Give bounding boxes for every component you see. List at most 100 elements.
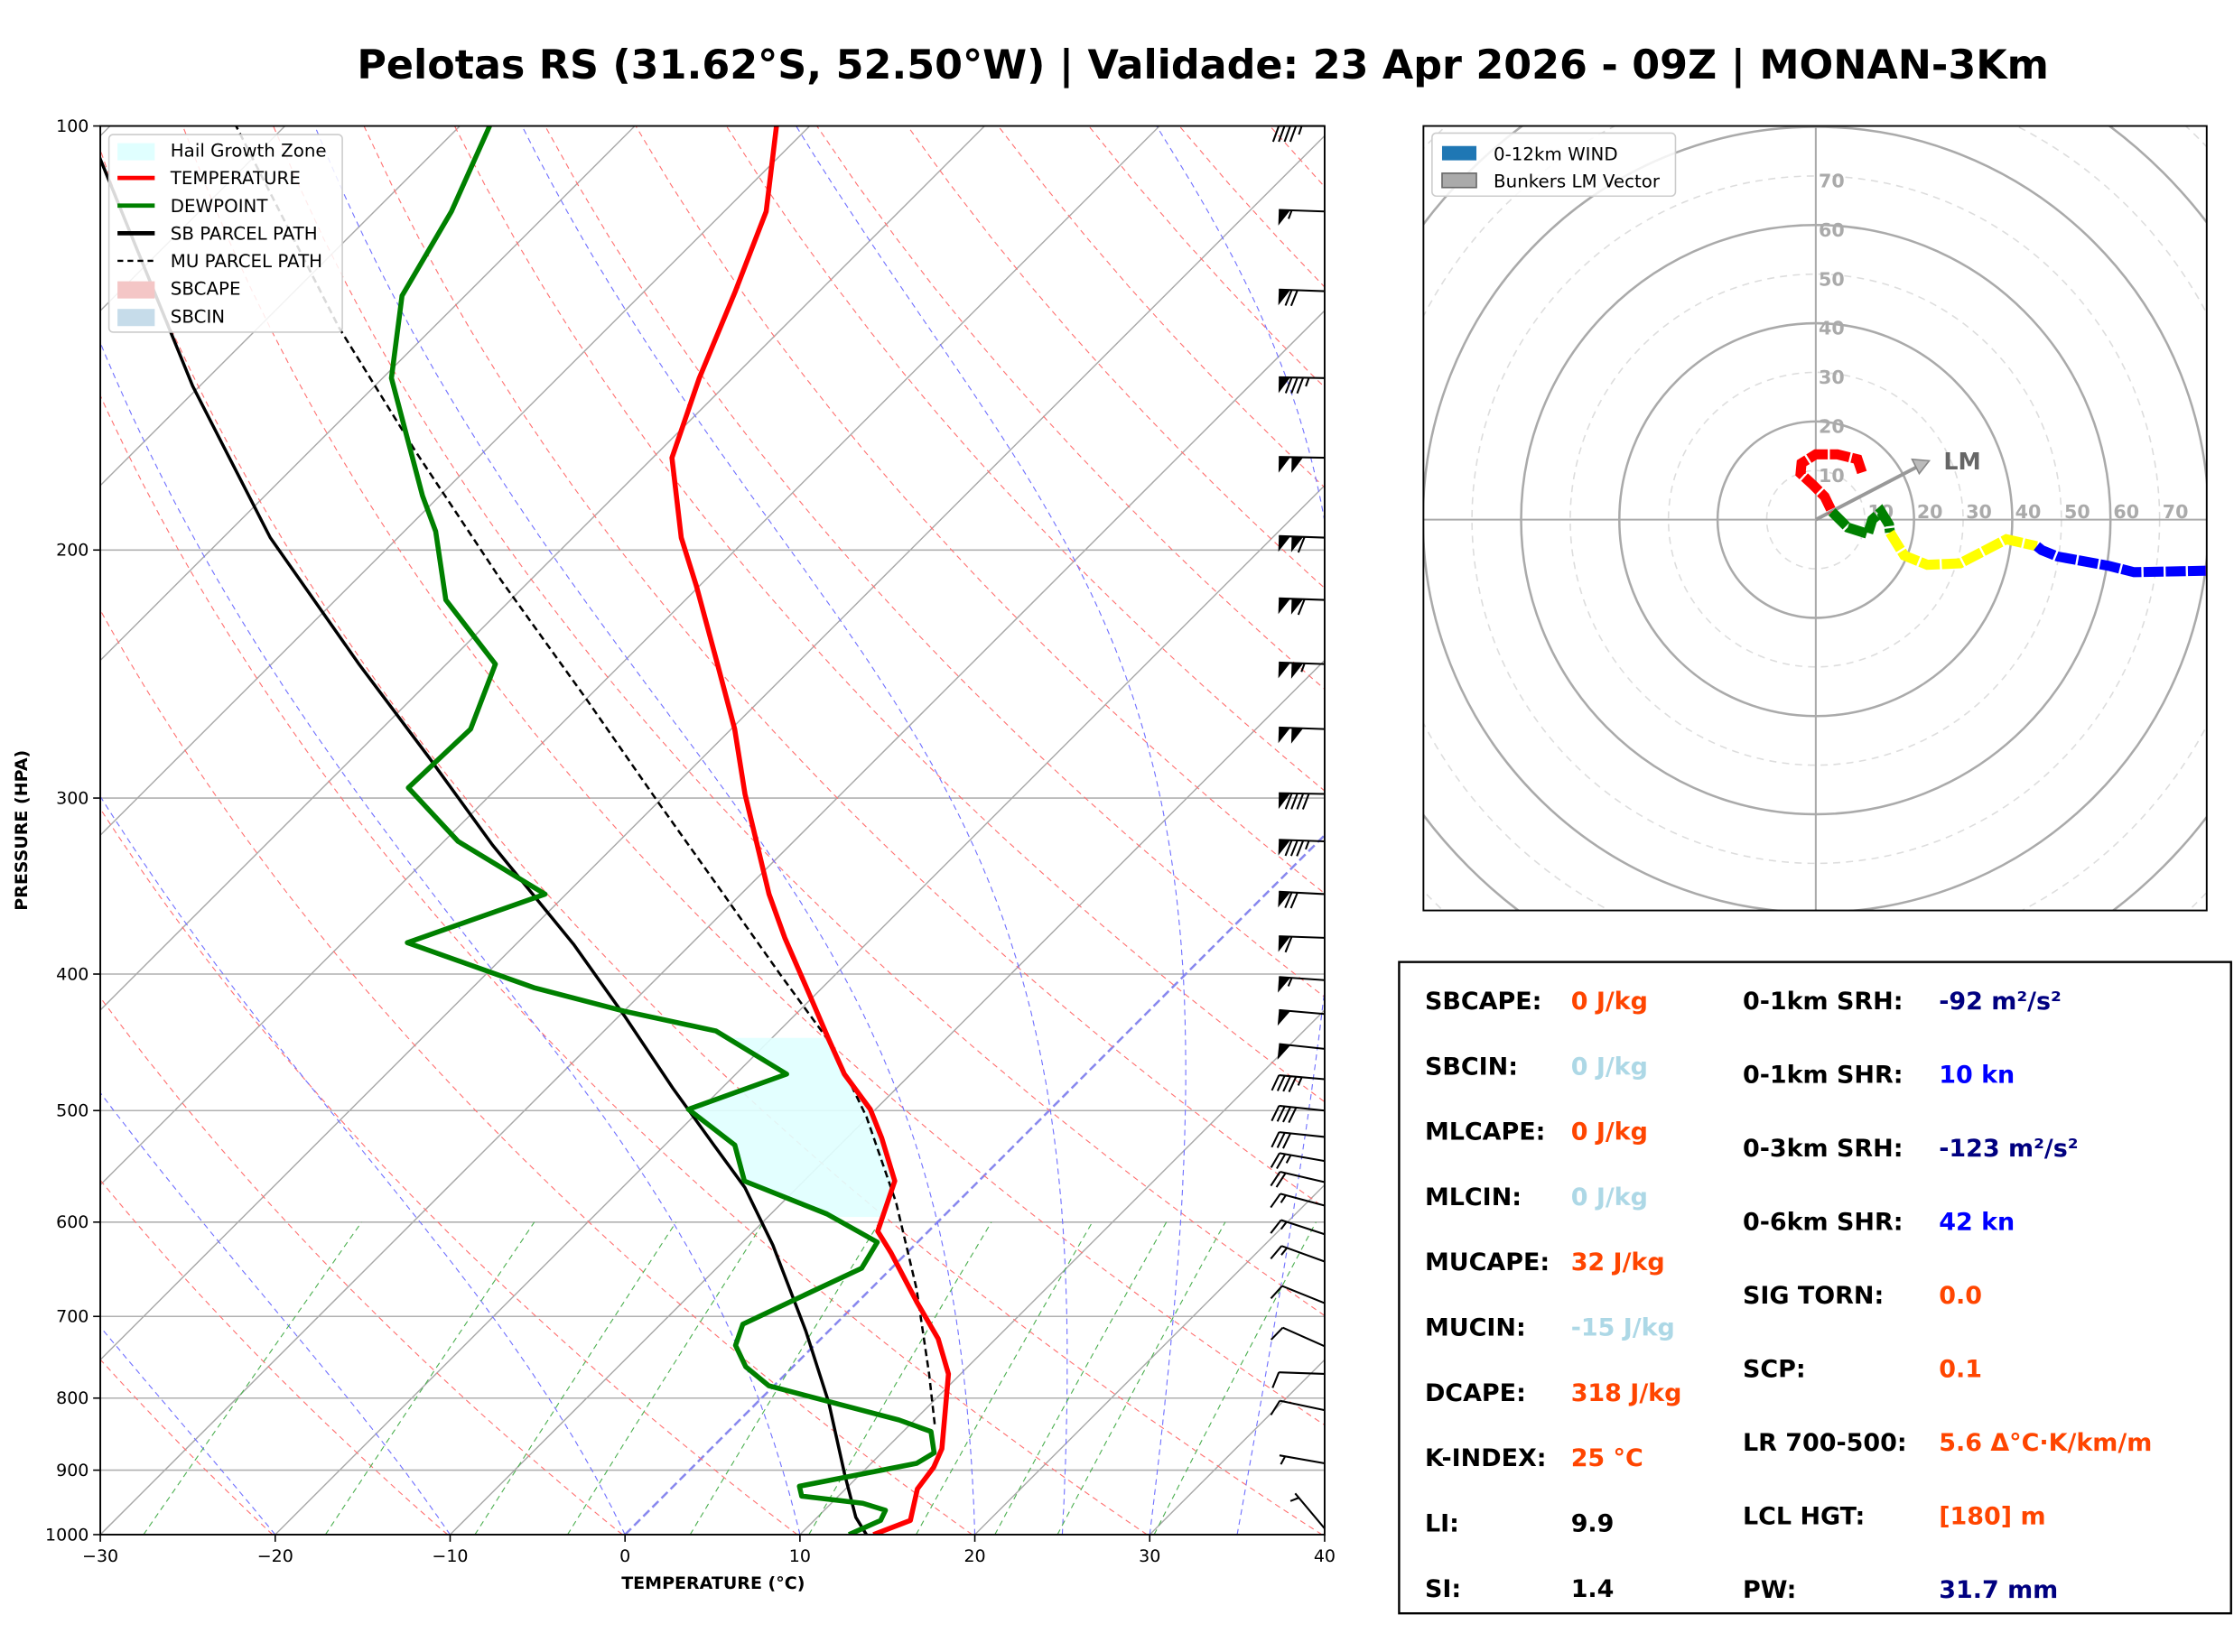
- x-axis-label: TEMPERATURE (°C): [621, 1573, 805, 1593]
- barb-flag: [1278, 289, 1290, 306]
- barb-flag: [1278, 457, 1290, 473]
- isotherm-line: [449, 659, 1325, 1535]
- skew-t-profiles: [100, 125, 952, 1535]
- barb-staff: [1279, 534, 1325, 539]
- wind-barb: [1278, 890, 1325, 909]
- stat-value: -123 m²/s²: [1939, 1135, 2078, 1163]
- legend-label: DEWPOINT: [171, 196, 269, 217]
- stat-value: 0 J/kg: [1571, 1053, 1648, 1081]
- wind-barb: [1278, 976, 1326, 993]
- barb-full: [1289, 125, 1298, 143]
- barb-full: [1284, 793, 1293, 810]
- x-tick-label: 10: [789, 1546, 811, 1566]
- barb-flag: [1278, 727, 1290, 744]
- moist-adiabat-line: [100, 1091, 451, 1535]
- barb-full: [1282, 1075, 1291, 1092]
- wind-barb: [1278, 376, 1325, 394]
- barb-staff: [1279, 1131, 1326, 1138]
- barb-full: [1296, 793, 1305, 810]
- y-tick-label: 500: [56, 1101, 88, 1121]
- wind-barb: [1278, 935, 1325, 953]
- bunkers-lm-label: LM: [1943, 448, 1980, 475]
- barb-full: [1270, 1219, 1282, 1234]
- legend-swatch: [117, 309, 155, 327]
- ring-label-v: 30: [1819, 367, 1845, 388]
- barb-full: [1290, 793, 1299, 810]
- barb-staff: [1281, 1285, 1326, 1304]
- y-axis-label: PRESSURE (HPA): [12, 750, 32, 911]
- barb-flag: [1291, 457, 1304, 473]
- stat-value: -15 J/kg: [1571, 1314, 1675, 1342]
- stat-value: [180] m: [1939, 1503, 2045, 1531]
- barb-half: [1300, 663, 1306, 673]
- hodograph-segment: [2034, 542, 2206, 578]
- barb-flag: [1278, 376, 1290, 394]
- barb-staff: [1279, 1152, 1326, 1163]
- barb-staff: [1279, 1074, 1326, 1081]
- barb-full: [1271, 1074, 1280, 1091]
- isotherm-line: [100, 135, 1325, 1361]
- stat-label: MLCIN:: [1425, 1183, 1522, 1211]
- barb-flag: [1278, 936, 1290, 952]
- barb-full: [1296, 377, 1305, 394]
- y-tick-label: 900: [56, 1461, 88, 1480]
- stat-label: 0-6km SHR:: [1743, 1209, 1903, 1237]
- barb-full: [1284, 840, 1293, 857]
- barb-half: [1287, 977, 1293, 987]
- stat-value: 0 J/kg: [1571, 1118, 1648, 1146]
- barb-staff: [1279, 1454, 1326, 1465]
- dry-adiabat-line: [100, 608, 973, 1535]
- barb-full: [1271, 1371, 1280, 1388]
- barb-staff: [1279, 1043, 1326, 1050]
- wind-barb: [1270, 1193, 1326, 1209]
- dry-adiabat-line: [100, 394, 1148, 1535]
- ring-label-v: 40: [1819, 318, 1845, 339]
- barb-staff: [1279, 1104, 1326, 1112]
- moist-adiabat-line: [314, 125, 976, 1535]
- stat-label: MUCAPE:: [1425, 1248, 1550, 1276]
- barb-flag: [1278, 891, 1290, 908]
- stat-label: SI:: [1425, 1575, 1461, 1603]
- barb-half: [1289, 1497, 1299, 1502]
- barb-flag: [1278, 793, 1290, 810]
- mu-parcel-path-line: [235, 125, 936, 1425]
- legend-swatch: [1441, 172, 1477, 189]
- barb-flag: [1290, 663, 1304, 679]
- x-tick-label: 0: [619, 1546, 630, 1566]
- barb-full: [1284, 289, 1293, 306]
- x-tick-label: 40: [1314, 1546, 1336, 1566]
- legend-label: Hail Growth Zone: [171, 141, 327, 162]
- dry-adiabat-line: [182, 125, 1325, 1426]
- skew-t-frame: [99, 125, 1326, 1536]
- barb-staff: [1279, 976, 1326, 981]
- stat-label: LI:: [1425, 1509, 1459, 1537]
- y-tick-label: 300: [56, 788, 88, 808]
- stat-value: 9.9: [1571, 1509, 1615, 1537]
- wind-barb: [1270, 1152, 1326, 1170]
- moist-adiabat-line: [100, 795, 626, 1535]
- stat-value: 31.7 mm: [1939, 1576, 2058, 1604]
- wind-barb: [1278, 288, 1325, 307]
- stats-box: [1398, 961, 2232, 1615]
- moist-adiabat-line: [521, 125, 1068, 1535]
- isotherm-line: [799, 1008, 1325, 1535]
- barb-staff: [1280, 1171, 1326, 1183]
- bunkers-lm-arrowhead: [1911, 458, 1931, 476]
- stat-label: SBCIN:: [1425, 1053, 1518, 1081]
- barb-full: [1276, 1132, 1286, 1148]
- barb-half: [1298, 125, 1303, 135]
- barb-staff: [1280, 1399, 1326, 1412]
- hodograph-ring: [1423, 125, 2207, 911]
- barb-half: [1280, 1247, 1289, 1256]
- barb-staff: [1282, 1326, 1326, 1348]
- hodograph-segment: [1795, 449, 1867, 515]
- x-tick-label: −30: [82, 1546, 118, 1566]
- barb-full: [1289, 290, 1299, 307]
- barb-staff: [1279, 597, 1325, 601]
- barb-flag: [1278, 535, 1290, 552]
- barb-staff: [1280, 1219, 1326, 1236]
- wind-barb: [1278, 456, 1325, 473]
- wind-barb: [1270, 1326, 1326, 1348]
- barb-full: [1275, 1172, 1287, 1188]
